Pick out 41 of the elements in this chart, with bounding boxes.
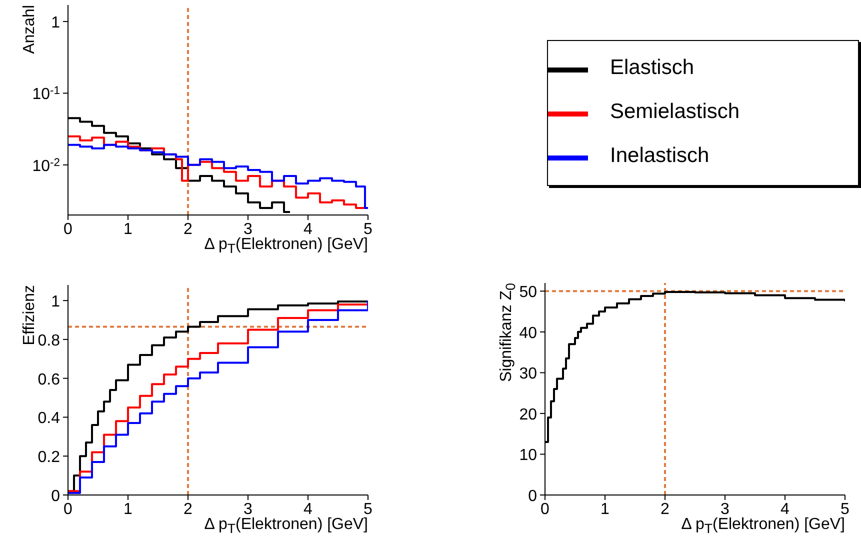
y-axis-title: Effizienz	[21, 285, 38, 346]
x-tick-label: 1	[600, 501, 610, 518]
y-tick-label: 0.2	[38, 449, 60, 466]
x-tick-label: 4	[304, 501, 313, 518]
x-tick-label: 5	[840, 501, 850, 518]
y-tick-label: 1	[51, 294, 60, 311]
x-tick-label: 5	[364, 501, 373, 518]
y-tick-label: 0	[51, 488, 60, 505]
x-tick-label: 3	[244, 501, 253, 518]
y-tick-label: 10	[519, 447, 538, 464]
x-tick-label: 3	[244, 221, 253, 238]
x-axis-title: Δ p$_{T}$(Elektronen) [GeV]	[204, 515, 368, 538]
x-tick-label: 0	[64, 221, 73, 238]
x-tick-label: 1	[124, 221, 133, 238]
y-tick-label: 0.6	[38, 371, 60, 388]
legend-label: Semielastisch	[610, 100, 740, 123]
y-tick-label: 40	[519, 324, 538, 342]
y-tick-label: 1	[51, 14, 60, 32]
y-tick-label: 0.8	[38, 332, 60, 350]
y-tick-label: 0	[528, 488, 538, 505]
x-tick-label: 4	[780, 501, 790, 518]
x-tick-label: 0	[64, 501, 73, 518]
x-tick-label: 2	[184, 221, 193, 238]
x-tick-label: 1	[124, 501, 133, 518]
x-axis-title: Δ p$_{T}$(Elektronen) [GeV]	[681, 515, 845, 538]
x-axis-title: Δ p$_{T}$(Elektronen) [GeV]	[204, 235, 368, 258]
y-tick-label: 50	[519, 284, 538, 302]
x-tick-label: 4	[304, 221, 313, 238]
x-tick-label: 5	[364, 221, 373, 238]
y-tick-label: 30	[519, 366, 538, 383]
x-tick-label: 3	[720, 501, 730, 518]
x-tick-label: 0	[540, 501, 550, 518]
y-tick-label: 10$^{-2}$	[32, 156, 60, 175]
legend-label: Elastisch	[610, 56, 694, 79]
x-tick-label: 2	[184, 501, 193, 518]
y-tick-label: 0.4	[38, 410, 60, 428]
y-axis-title: Anzahl	[21, 5, 38, 54]
x-tick-label: 2	[660, 501, 670, 518]
y-tick-label: 10$^{-1}$	[32, 85, 60, 104]
legend-label: Inelastisch	[610, 144, 710, 167]
y-tick-label: 20	[519, 406, 538, 424]
